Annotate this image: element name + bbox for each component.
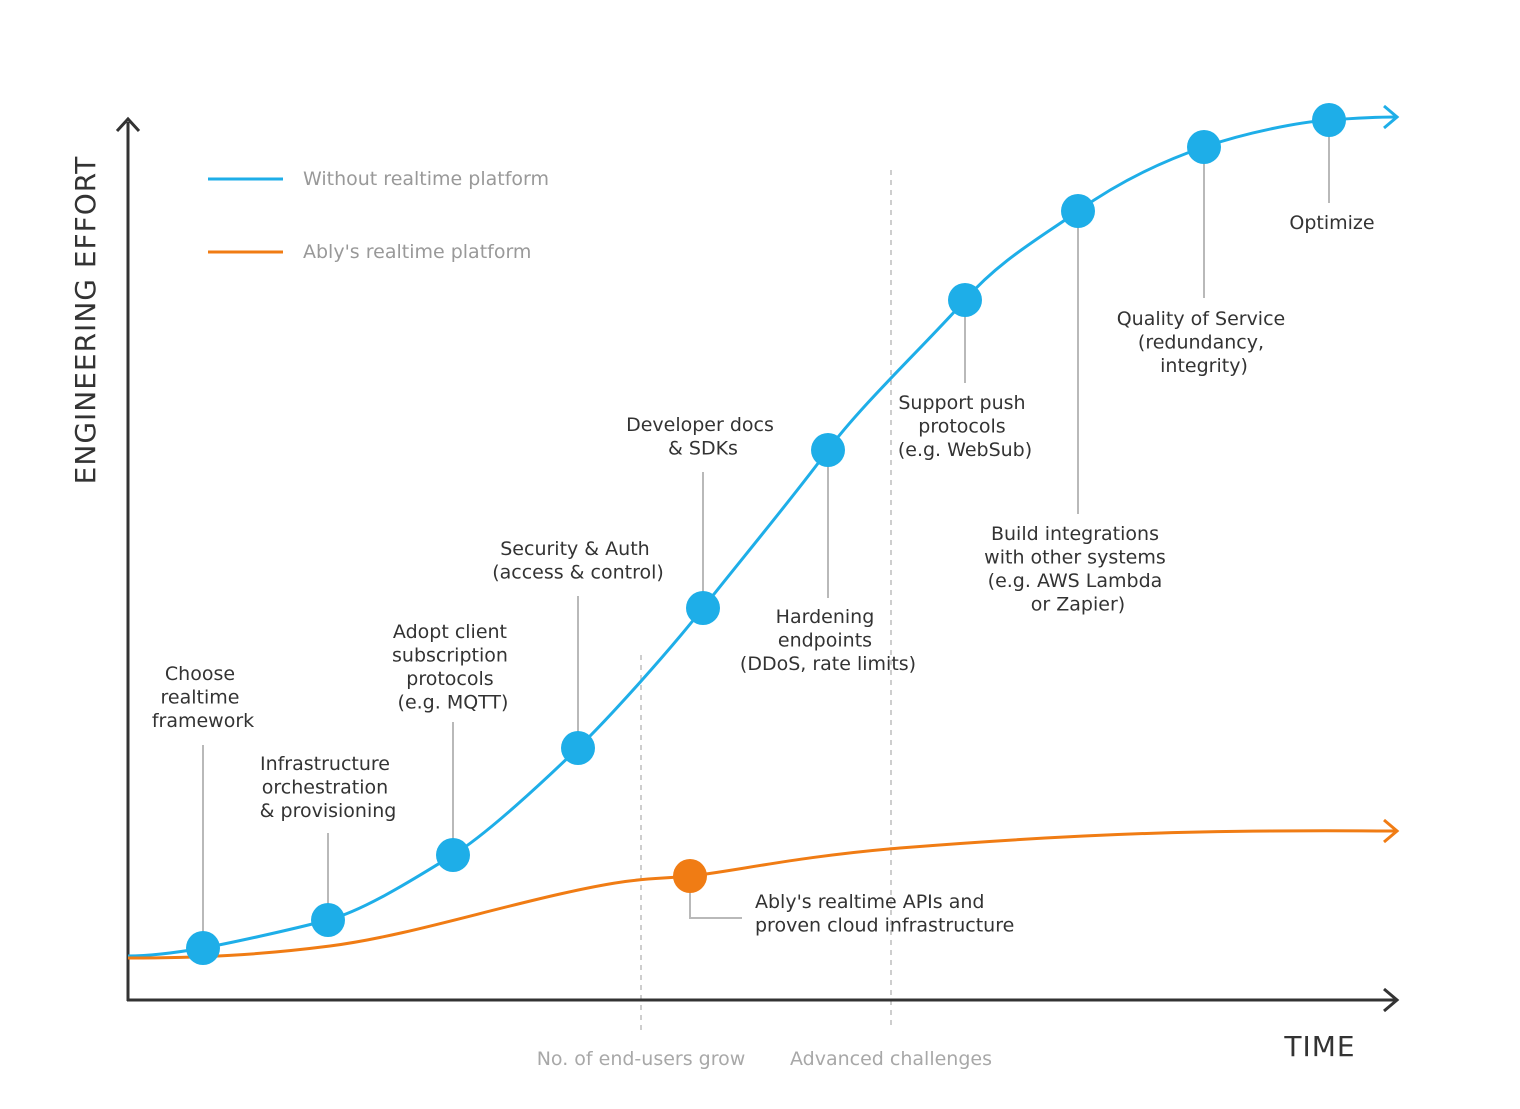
leader-lines	[202, 130, 1330, 938]
milestone-label: Build integrations with other systems (e…	[984, 523, 1172, 616]
x-axis-title: TIME	[1283, 1030, 1355, 1063]
label-line: (redundancy,	[1138, 332, 1264, 354]
data-point	[561, 731, 595, 765]
data-point	[948, 283, 982, 317]
data-point	[436, 838, 470, 872]
series-arrow-icon-ably	[1383, 818, 1400, 844]
label-line: endpoints	[778, 630, 872, 652]
milestone-label: Hardening endpoints (DDoS, rate limits)	[740, 606, 916, 675]
label-line: (e.g. MQTT)	[398, 692, 509, 714]
y-axis-arrow-icon	[115, 116, 141, 133]
label-line: subscription	[392, 645, 508, 667]
label-line: Hardening	[776, 606, 875, 628]
data-point	[686, 591, 720, 625]
label-line: (e.g. AWS Lambda	[988, 570, 1163, 592]
label-line: (e.g. WebSub)	[898, 439, 1032, 461]
label-line: Adopt client	[393, 621, 507, 643]
data-point	[1061, 194, 1095, 228]
label-line: Developer docs	[626, 414, 774, 436]
milestone-label: Optimize	[1289, 212, 1374, 234]
label-line: Build integrations	[991, 523, 1159, 545]
legend-label-without: Without realtime platform	[303, 168, 549, 190]
label-line: Support push	[898, 392, 1025, 414]
label-line: or Zapier)	[1031, 594, 1125, 616]
label-line: Quality of Service	[1117, 308, 1286, 330]
label-line: proven cloud infrastructure	[755, 915, 1014, 937]
y-axis-title: ENGINEERING EFFORT	[69, 156, 102, 485]
ably-annotation: Ably's realtime APIs and proven cloud in…	[755, 891, 1014, 937]
phase-label-end-users: No. of end-users grow	[537, 1048, 746, 1070]
label-line: & provisioning	[260, 800, 397, 822]
legend-label-ably: Ably's realtime platform	[303, 241, 531, 263]
milestone-label: Developer docs & SDKs	[626, 414, 780, 460]
data-point	[186, 931, 220, 965]
milestone-label: Support push protocols (e.g. WebSub)	[898, 392, 1032, 461]
label-line: Security & Auth	[500, 538, 649, 560]
markers-without	[186, 103, 1346, 965]
label-line: (access & control)	[492, 562, 664, 584]
leader-line-ably	[689, 886, 742, 919]
label-line: realtime	[161, 687, 240, 709]
label-line: with other systems	[984, 547, 1166, 569]
label-line: protocols	[918, 416, 1005, 438]
label-line: Infrastructure	[260, 753, 390, 775]
label-line: framework	[152, 710, 254, 732]
label-line: Ably's realtime APIs and	[755, 891, 984, 913]
milestone-label: Adopt client subscription protocols (e.g…	[392, 621, 514, 714]
data-point	[1312, 103, 1346, 137]
label-line: Optimize	[1289, 212, 1374, 234]
label-line: Choose	[165, 663, 235, 685]
data-point	[311, 903, 345, 937]
data-point-ably	[673, 859, 707, 893]
milestone-label: Infrastructure orchestration & provision…	[260, 753, 397, 822]
label-line: & SDKs	[668, 438, 738, 460]
series-arrow-icon-without	[1383, 104, 1400, 130]
data-point	[811, 433, 845, 467]
label-line: (DDoS, rate limits)	[740, 653, 916, 675]
milestone-label: Choose realtime framework	[152, 663, 254, 732]
phase-label-advanced: Advanced challenges	[790, 1048, 992, 1070]
milestone-label: Security & Auth (access & control)	[492, 538, 664, 584]
x-axis-arrow-icon	[1383, 987, 1400, 1013]
label-line: protocols	[406, 668, 493, 690]
milestone-label: Quality of Service (redundancy, integrit…	[1117, 308, 1292, 377]
label-line: orchestration	[262, 777, 388, 799]
data-point	[1187, 130, 1221, 164]
label-line: integrity)	[1160, 355, 1248, 377]
